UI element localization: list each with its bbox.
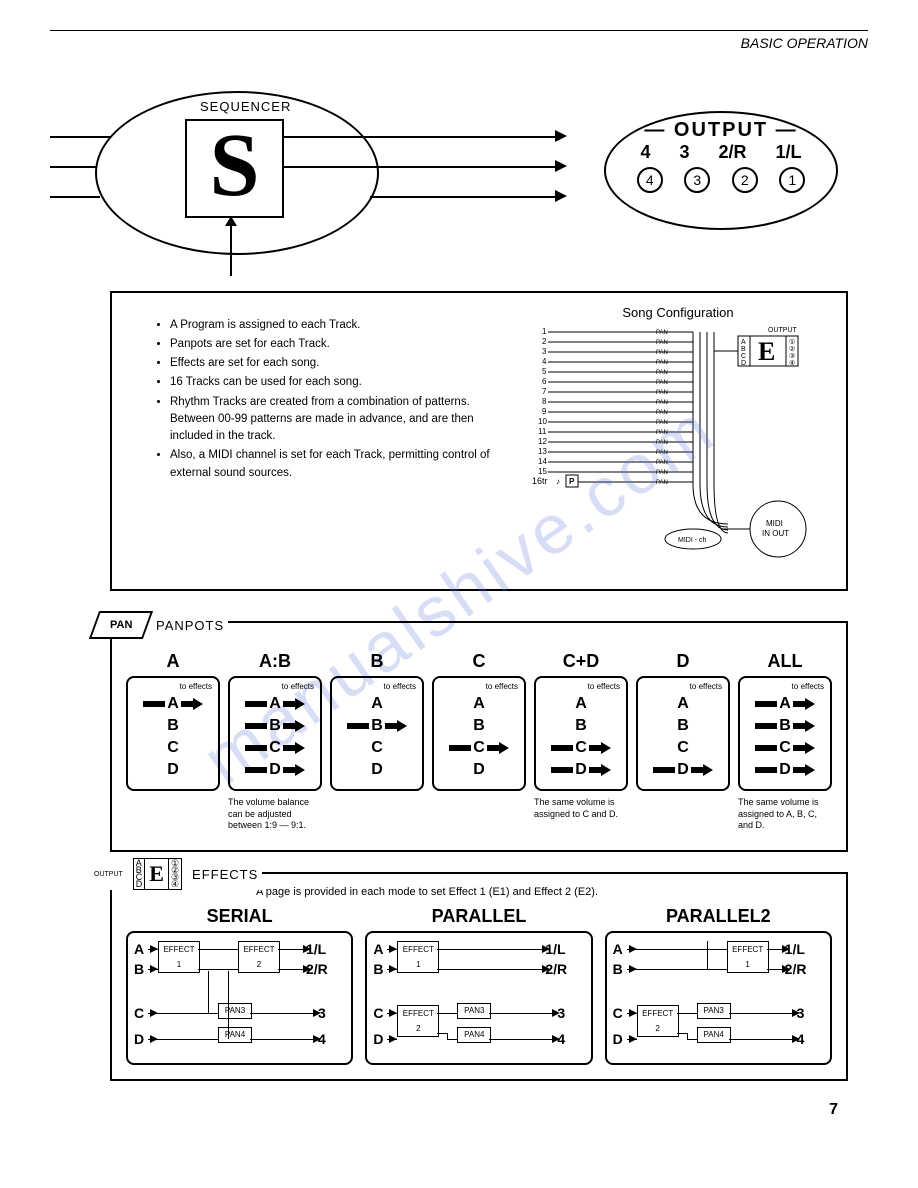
panpot-col-b: B to effects A B CD [330, 651, 424, 832]
bullet-2: Panpots are set for each Track. [170, 336, 508, 353]
effects-modes: SERIALABCD1/L2/R34EFFECT1EFFECT2PAN3PAN4… [126, 906, 832, 1065]
svg-text:♪: ♪ [556, 477, 560, 486]
svg-text:13: 13 [538, 447, 547, 456]
header-section: BASIC OPERATION [50, 35, 868, 51]
svg-text:16tr: 16tr [532, 476, 548, 486]
svg-text:PAN: PAN [656, 450, 668, 456]
bullet-5: Rhythm Tracks are created from a combina… [170, 394, 508, 446]
pan-diamond-icon: PAN [89, 611, 153, 639]
svg-text:14: 14 [538, 457, 547, 466]
effects-output-label: OUTPUT [94, 871, 123, 878]
page-number: 7 [50, 1101, 838, 1119]
bullet-6: Also, a MIDI channel is set for each Tra… [170, 447, 508, 482]
svg-text:3: 3 [542, 347, 547, 356]
svg-text:PAN: PAN [656, 330, 668, 336]
effect-mode-parallel2: PARALLEL2ABCD1/L2/R34EFFECT1EFFECT2PAN3P… [605, 906, 832, 1065]
effect-mode-serial: SERIALABCD1/L2/R34EFFECT1EFFECT2PAN3PAN4 [126, 906, 353, 1065]
output-title: — OUTPUT — [606, 119, 836, 142]
svg-text:9: 9 [542, 407, 547, 416]
output-ellipse: — OUTPUT — 4 3 2/R 1/L 4 3 2 1 [604, 111, 838, 230]
svg-text:6: 6 [542, 377, 547, 386]
sequencer-label: SEQUENCER [200, 99, 291, 114]
svg-text:PAN: PAN [656, 390, 668, 396]
effects-description: A page is provided in each mode to set E… [256, 886, 832, 898]
svg-text:A: A [741, 339, 746, 346]
tracks-svg: 1 2 3 4 5 6 7 8 9 10 11 12 13 14 15 16tr… [528, 324, 828, 574]
svg-text:PAN: PAN [656, 360, 668, 366]
svg-text:PAN: PAN [656, 470, 668, 476]
output-labels: 4 3 2/R 1/L [606, 142, 836, 163]
svg-text:P: P [569, 477, 575, 486]
effects-title: EFFECTS [192, 867, 258, 882]
output-label-4: 4 [640, 142, 650, 163]
sequencer-letter: S [185, 119, 284, 218]
output-circle-1: 1 [779, 167, 805, 193]
panpot-col-a: A to effects A BCD [126, 651, 220, 832]
svg-text:PAN: PAN [656, 370, 668, 376]
svg-text:11: 11 [538, 427, 547, 436]
svg-text:②: ② [789, 345, 795, 353]
svg-text:MIDI: MIDI [766, 519, 783, 528]
header-rule [50, 30, 868, 31]
svg-text:IN OUT: IN OUT [762, 529, 789, 538]
svg-text:C: C [741, 353, 746, 360]
sequencer-output-diagram: SEQUENCER S — OUTPUT — 4 3 2/R 1/L 4 3 2… [50, 91, 868, 271]
bullet-3: Effects are set for each song. [170, 355, 508, 372]
song-configuration-box: A Program is assigned to each Track. Pan… [110, 291, 848, 591]
svg-text:PAN: PAN [656, 400, 668, 406]
panpot-col-c: C to effects AB C D [432, 651, 526, 832]
output-title-text: OUTPUT [674, 119, 768, 141]
output-circles: 4 3 2 1 [606, 167, 836, 193]
panpot-col-cd: C+D to effects AB C D The same volume is… [534, 651, 628, 832]
bullet-4: 16 Tracks can be used for each song. [170, 374, 508, 391]
svg-text:MIDI - ch: MIDI - ch [678, 537, 706, 544]
effect-mode-parallel: PARALLELABCD1/L2/R34EFFECT1EFFECT2PAN3PA… [365, 906, 592, 1065]
svg-text:15: 15 [538, 467, 547, 476]
output-circle-3: 3 [684, 167, 710, 193]
panpot-col-all: ALL to effects A B C D The same volume i… [738, 651, 832, 832]
svg-text:8: 8 [542, 397, 547, 406]
bullet-1: A Program is assigned to each Track. [170, 317, 508, 334]
output-label-2r: 2/R [718, 142, 746, 163]
svg-text:PAN: PAN [656, 460, 668, 466]
panpots-columns: A to effects A BCD A:B to effects A B [126, 651, 832, 832]
svg-text:1: 1 [542, 327, 547, 336]
svg-text:5: 5 [542, 367, 547, 376]
panpots-header: PAN PANPOTS [90, 611, 228, 639]
svg-text:10: 10 [538, 417, 547, 426]
svg-text:PAN: PAN [656, 410, 668, 416]
panpots-box: PAN PANPOTS A to effects A BCD A:B to ef… [110, 621, 848, 852]
svg-text:4: 4 [542, 357, 547, 366]
svg-text:PAN: PAN [656, 430, 668, 436]
svg-text:PAN: PAN [656, 340, 668, 346]
svg-text:③: ③ [789, 352, 795, 360]
svg-text:④: ④ [789, 359, 795, 367]
output-label-1l: 1/L [775, 142, 801, 163]
svg-text:PAN: PAN [656, 380, 668, 386]
output-label-3: 3 [679, 142, 689, 163]
svg-text:12: 12 [538, 437, 547, 446]
panpot-col-ab: A:B to effects A B C D The volume balanc… [228, 651, 322, 832]
svg-text:B: B [741, 346, 746, 353]
svg-text:D: D [741, 360, 746, 367]
config-bullets: A Program is assigned to each Track. Pan… [130, 317, 508, 566]
svg-text:7: 7 [542, 387, 547, 396]
song-config-diagram: Song Configuration 1 2 3 4 5 6 7 8 9 10 [528, 305, 828, 577]
effects-e-icon: ABCD E ①②③④ [133, 858, 182, 890]
svg-text:2: 2 [542, 337, 547, 346]
output-circle-2: 2 [732, 167, 758, 193]
effects-header: OUTPUT ABCD E ①②③④ EFFECTS [90, 858, 262, 890]
song-config-title: Song Configuration [528, 305, 828, 320]
svg-text:①: ① [789, 338, 795, 346]
svg-text:PAN: PAN [656, 420, 668, 426]
svg-text:PAN: PAN [656, 440, 668, 446]
svg-text:E: E [758, 337, 775, 366]
panpots-title: PANPOTS [156, 618, 224, 633]
effects-box: OUTPUT ABCD E ①②③④ EFFECTS A page is pro… [110, 872, 848, 1081]
svg-text:OUTPUT: OUTPUT [768, 327, 798, 334]
output-circle-4: 4 [637, 167, 663, 193]
panpot-col-d: D to effects ABC D [636, 651, 730, 832]
svg-text:PAN: PAN [656, 350, 668, 356]
svg-text:PAN: PAN [656, 480, 668, 486]
